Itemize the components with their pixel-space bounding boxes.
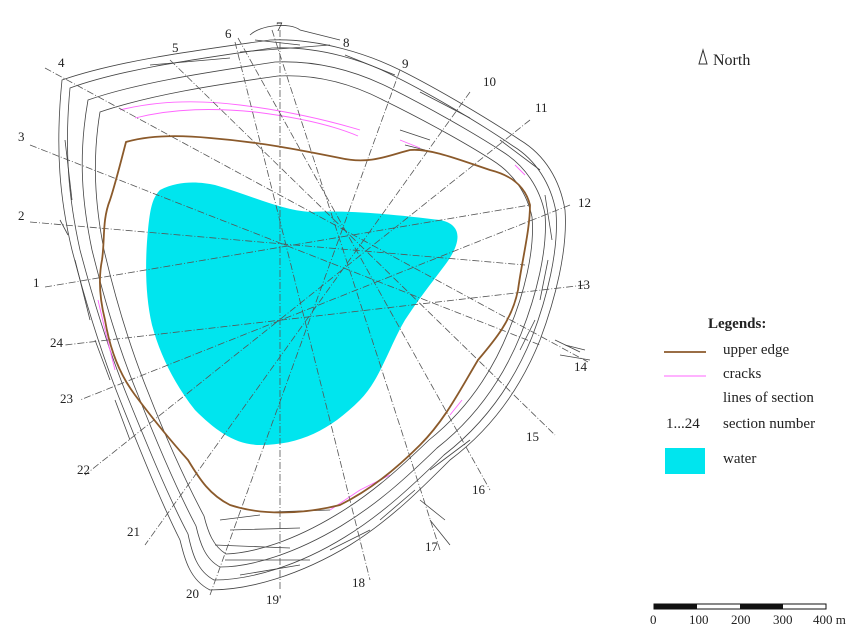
section-label: 18 [352, 575, 365, 590]
section-label: 12 [578, 195, 591, 210]
upper-edge [98, 135, 531, 514]
section-label: 13 [577, 277, 590, 292]
section-label: 22 [77, 462, 90, 477]
scale-tick-label: 200 [731, 612, 751, 627]
section-label: 23 [60, 391, 73, 406]
section-label: 10 [483, 74, 496, 89]
section-label: 1 [33, 275, 40, 290]
bench-contours [58, 25, 591, 591]
section-label: 6 [225, 26, 232, 41]
legend-water-swatch [665, 448, 705, 474]
section-label: 4 [58, 55, 65, 70]
legend-title: Legends: [708, 316, 767, 332]
north-arrow-icon [698, 48, 708, 65]
section-label: 14 [574, 359, 587, 374]
section-label: 15 [526, 429, 539, 444]
section-label: 17 [425, 539, 438, 554]
north-label: North [713, 52, 751, 69]
section-label: 8 [343, 35, 350, 50]
section-label: 3 [18, 129, 25, 144]
section-label: 5 [172, 40, 179, 55]
legend-item-label: upper edge [723, 342, 790, 358]
section-label: 11 [535, 100, 548, 115]
cracks [97, 101, 526, 511]
section-lines [29, 29, 589, 596]
legend-range-symbol: 1...24 [666, 416, 700, 432]
section-label: 19' [266, 592, 282, 607]
water-body [146, 182, 458, 446]
section-label: 20 [186, 586, 199, 601]
section-label: 9 [402, 56, 409, 71]
section-label: 7 [276, 19, 283, 34]
scale-tick-label: 0 [650, 612, 657, 627]
scale-tick-label: 100 [689, 612, 709, 627]
legend-item-label: lines of section [723, 390, 814, 406]
scale-bar [653, 603, 827, 610]
legend-item-label: section number [723, 416, 816, 432]
section-label: 21 [127, 524, 140, 539]
legend-item-label: cracks [723, 366, 762, 382]
scale-tick-label: 300 [773, 612, 793, 627]
section-label: 24 [50, 335, 63, 350]
section-label: 16 [472, 482, 485, 497]
scale-tick-label: 400 m [813, 612, 846, 627]
section-label: 2 [18, 208, 25, 223]
legend-item-label: water [723, 451, 757, 467]
